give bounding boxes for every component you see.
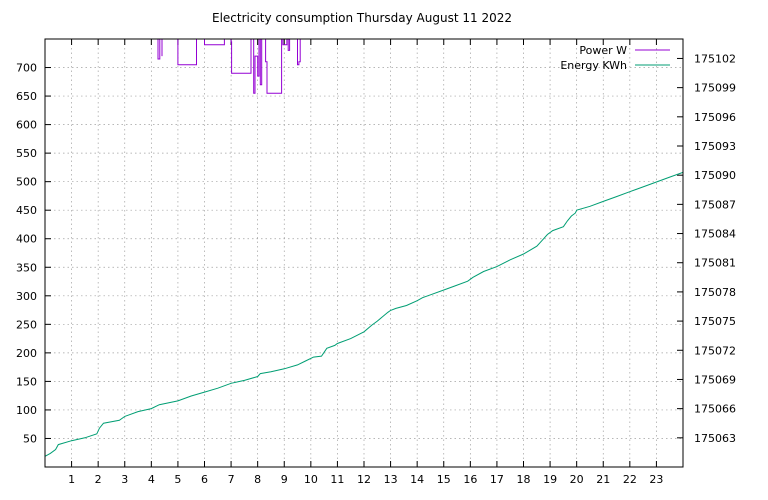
x-tick-label: 21 (596, 473, 610, 486)
y2-tick-label: 175087 (694, 198, 736, 211)
y-axis-left: 50 100 150 200 250 300 350 400 450 500 550 600 650 70… (16, 62, 51, 445)
grid (45, 39, 683, 467)
series-power-line (157, 39, 301, 94)
y2-tick-label: 175063 (694, 432, 736, 445)
y2-tick-label: 175072 (694, 344, 736, 357)
x-tick-label: 8 (254, 473, 261, 486)
x-tick-label: 4 (148, 473, 155, 486)
y-axis-right: 175063 175066 175069 175072 175075 175078 1750… (677, 52, 736, 445)
y-tick-label: 50 (23, 432, 37, 445)
y2-tick-label: 175078 (694, 286, 736, 299)
y-tick-label: 450 (16, 204, 37, 217)
legend-label-power: Power W (579, 44, 627, 57)
y2-tick-label: 175075 (694, 315, 736, 328)
y-tick-label: 500 (16, 176, 37, 189)
y-tick-label: 400 (16, 233, 37, 246)
y-tick-label: 350 (16, 261, 37, 274)
y2-tick-label: 175093 (694, 140, 736, 153)
y-tick-label: 600 (16, 119, 37, 132)
x-tick-label: 3 (121, 473, 128, 486)
x-tick-label: 1 (68, 473, 75, 486)
y-tick-label: 550 (16, 147, 37, 160)
plot-area (45, 39, 683, 457)
y-tick-label: 300 (16, 290, 37, 303)
y2-tick-label: 175069 (694, 373, 736, 386)
y2-tick-label: 175084 (694, 228, 736, 241)
x-tick-label: 23 (649, 473, 663, 486)
y2-tick-label: 175099 (694, 82, 736, 95)
y-tick-label: 100 (16, 404, 37, 417)
y-tick-label: 650 (16, 90, 37, 103)
y2-tick-label: 175081 (694, 257, 736, 270)
x-tick-label: 20 (570, 473, 584, 486)
x-tick-label: 17 (490, 473, 504, 486)
x-tick-label: 14 (410, 473, 424, 486)
x-tick-label: 5 (174, 473, 181, 486)
y-tick-label: 200 (16, 347, 37, 360)
plot-frame (44, 38, 684, 468)
x-tick-label: 19 (543, 473, 557, 486)
y2-tick-label: 175102 (694, 52, 736, 65)
x-tick-label: 6 (201, 473, 208, 486)
chart-title: Electricity consumption Thursday August … (212, 11, 512, 25)
y-tick-label: 150 (16, 375, 37, 388)
x-tick-label: 7 (228, 473, 235, 486)
x-tick-label: 22 (623, 473, 637, 486)
y-tick-label: 250 (16, 318, 37, 331)
x-tick-label: 12 (357, 473, 371, 486)
y2-tick-label: 175066 (694, 403, 736, 416)
y2-tick-label: 175090 (694, 169, 736, 182)
x-tick-label: 10 (304, 473, 318, 486)
x-tick-label: 16 (463, 473, 477, 486)
x-tick-label: 11 (330, 473, 344, 486)
x-tick-label: 18 (517, 473, 531, 486)
x-tick-label: 9 (281, 473, 288, 486)
x-tick-label: 2 (95, 473, 102, 486)
series-energy-line (45, 171, 683, 457)
y-tick-label: 700 (16, 62, 37, 75)
y2-tick-label: 175096 (694, 111, 736, 124)
x-tick-label: 13 (384, 473, 398, 486)
x-tick-label: 15 (437, 473, 451, 486)
legend-label-energy: Energy KWh (560, 59, 627, 72)
legend: Power W Energy KWh (560, 44, 670, 72)
